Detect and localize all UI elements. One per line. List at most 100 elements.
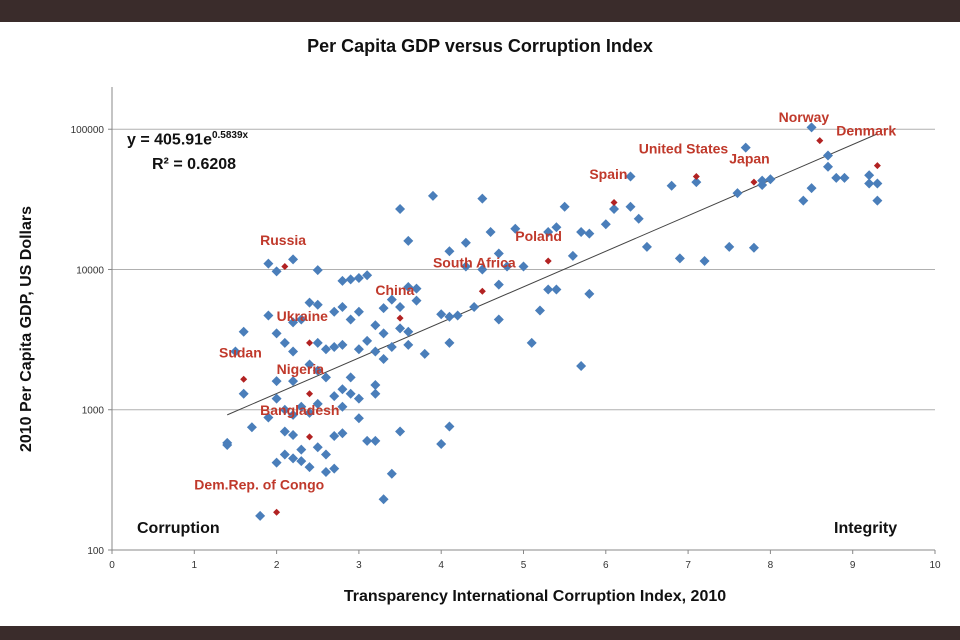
data-point (477, 193, 488, 204)
data-point (288, 430, 299, 441)
data-point (576, 361, 587, 372)
data-point (296, 456, 307, 467)
data-point (477, 264, 488, 275)
data-point (255, 510, 266, 521)
data-point (353, 393, 364, 404)
highlight-point (478, 287, 486, 295)
country-label: Bangladesh (260, 402, 339, 418)
data-point (395, 302, 406, 313)
data-point (806, 122, 817, 133)
data-point (485, 227, 496, 238)
data-point (460, 237, 471, 248)
data-point (320, 372, 331, 383)
data-point (395, 426, 406, 437)
data-point (370, 380, 381, 391)
highlight-point (396, 314, 404, 322)
data-point (534, 305, 545, 316)
data-point (362, 270, 373, 281)
data-point (740, 142, 751, 153)
y-tick-label: 100 (87, 546, 104, 557)
x-axis-label: Transparency International Corruption In… (343, 588, 727, 605)
data-point (567, 250, 578, 261)
x-tick-label: 6 (603, 560, 609, 571)
data-point (271, 266, 282, 277)
data-point (493, 279, 504, 290)
data-point (518, 261, 529, 272)
data-point (378, 354, 389, 365)
country-label: Ukraine (277, 308, 329, 324)
x-tick-label: 1 (192, 560, 198, 571)
data-point (271, 376, 282, 387)
data-point (757, 175, 768, 186)
data-point (584, 288, 595, 299)
data-point (732, 188, 743, 199)
data-point (238, 326, 249, 337)
x-tick-label: 7 (685, 560, 691, 571)
country-label: Denmark (836, 123, 896, 139)
integrity-label: Integrity (834, 520, 898, 537)
data-point (263, 258, 274, 269)
x-tick-label: 2 (274, 560, 280, 571)
data-point (551, 284, 562, 295)
data-point (263, 310, 274, 321)
data-point (353, 272, 364, 283)
data-point (353, 413, 364, 424)
data-point (378, 303, 389, 314)
highlight-point (240, 375, 248, 383)
data-point (329, 430, 340, 441)
data-point (320, 466, 331, 477)
country-label: United States (639, 141, 729, 157)
data-point (337, 302, 348, 313)
data-point (526, 337, 537, 348)
data-point (222, 437, 233, 448)
data-point (337, 401, 348, 412)
data-point (370, 320, 381, 331)
data-point (419, 348, 430, 359)
data-point (312, 337, 323, 348)
data-point (345, 372, 356, 383)
data-point (337, 339, 348, 350)
y-axis-label: 2010 Per Capita GDP, US Dollars (18, 205, 35, 453)
data-point (279, 449, 290, 460)
country-label: Sudan (219, 345, 262, 361)
highlight-point (816, 137, 824, 145)
data-point (345, 388, 356, 399)
data-point (345, 314, 356, 325)
y-tick-label: 100000 (71, 125, 105, 136)
data-point (584, 228, 595, 239)
y-tick-label: 1000 (82, 406, 105, 417)
data-point (288, 409, 299, 420)
data-point (288, 453, 299, 464)
x-tick-label: 3 (356, 560, 362, 571)
data-point (444, 246, 455, 257)
chart-title: Per Capita GDP versus Corruption Index (307, 36, 653, 56)
data-point (370, 388, 381, 399)
data-point (493, 248, 504, 259)
data-point (370, 346, 381, 357)
country-label: Poland (515, 228, 562, 244)
data-point (238, 388, 249, 399)
data-point (353, 306, 364, 317)
data-point (296, 314, 307, 325)
data-point (403, 326, 414, 337)
highlight-point (273, 508, 281, 516)
data-point (304, 407, 315, 418)
data-point (337, 384, 348, 395)
data-point (436, 438, 447, 449)
country-label: Norway (779, 109, 830, 125)
data-point (864, 178, 875, 189)
data-point (872, 195, 883, 206)
data-point (403, 339, 414, 350)
data-point (674, 253, 685, 264)
data-point (625, 201, 636, 212)
chart-panel: Per Capita GDP versus Corruption Index 0… (0, 22, 960, 626)
data-point (329, 391, 340, 402)
highlight-point (281, 263, 289, 271)
data-point (559, 201, 570, 212)
country-label: China (375, 282, 414, 298)
country-label: Nigeria (277, 361, 325, 377)
data-point (378, 494, 389, 505)
x-tick-label: 8 (768, 560, 774, 571)
data-point (806, 183, 817, 194)
data-point (823, 161, 834, 172)
